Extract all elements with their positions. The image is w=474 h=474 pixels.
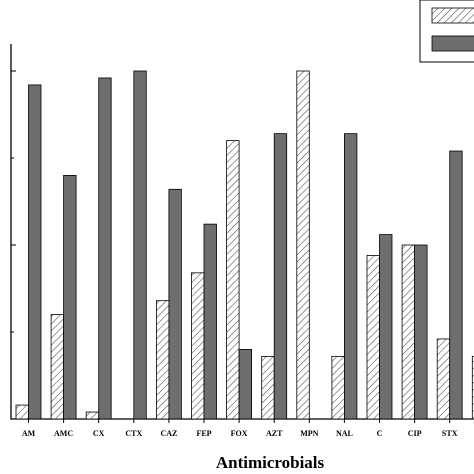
bar-ctx-solid [133, 70, 147, 420]
bar-fox-solid [238, 348, 253, 420]
bar-amc-hatched [50, 314, 64, 420]
bar-cx-solid [98, 77, 112, 420]
x-tick-label-cx: CX [93, 429, 105, 438]
x-tick-label-stx: STX [442, 429, 458, 438]
bar-stx-solid [449, 150, 463, 420]
x-tick-label-mpn: MPN [300, 429, 318, 438]
bars [15, 70, 474, 420]
x-tick-label-azt: AZT [266, 429, 283, 438]
x-tick-label-amc: AMC [54, 429, 73, 438]
bar-cip-solid [414, 244, 428, 420]
bar-amc-solid [63, 174, 77, 420]
bar-c-hatched [366, 255, 380, 420]
legend-swatch-hatched [431, 7, 474, 24]
x-tick-label-c: C [377, 429, 383, 438]
bar-fep-hatched [191, 272, 205, 420]
bar-nal-solid [343, 133, 358, 420]
x-tick-label-ctx: CTX [125, 429, 142, 438]
bar-caz-solid [168, 188, 182, 420]
x-tick-label-caz: CAZ [160, 429, 177, 438]
legend [419, 0, 474, 63]
bar-cip-hatched [401, 244, 416, 420]
bar-cx-hatched [85, 411, 100, 420]
bar-am-solid [28, 84, 42, 420]
x-tick-label-nal: NAL [336, 429, 353, 438]
axes [10, 44, 474, 420]
bar-am-hatched [15, 404, 29, 420]
x-tick-labels: AMAMCCXCTXCAZFEPFOXAZTMPNNALCCIPSTXTEGMC… [22, 419, 458, 438]
bar-azt-hatched [261, 355, 275, 420]
bar-fox-hatched [226, 140, 240, 420]
bar-caz-hatched [155, 300, 170, 420]
legend-swatch-solid [431, 35, 474, 52]
x-tick-label-cip: CIP [408, 429, 422, 438]
x-tick-label-fox: FOX [231, 429, 248, 438]
bar-azt-solid [273, 133, 288, 420]
bar-fep-solid [203, 223, 217, 420]
bar-c-solid [379, 234, 393, 420]
bar-nal-hatched [331, 355, 345, 420]
bar-mpn-hatched [296, 70, 310, 420]
x-tick-label-am: AM [22, 429, 36, 438]
x-axis-title: Antimicrobials [216, 453, 325, 472]
x-tick-label-fep: FEP [196, 429, 211, 438]
bar-stx-hatched [436, 338, 451, 420]
bar-te-hatched [471, 355, 474, 420]
